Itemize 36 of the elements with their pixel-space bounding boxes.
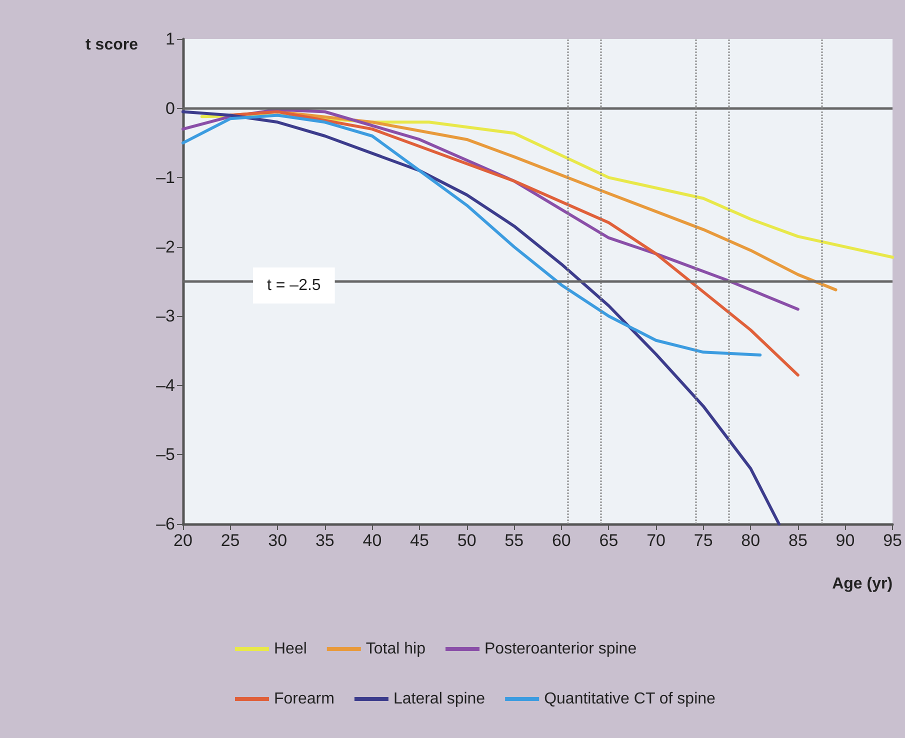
y-tick-label: –4 bbox=[156, 376, 175, 395]
x-tick-label: 40 bbox=[362, 531, 382, 550]
x-tick-label: 70 bbox=[646, 531, 666, 550]
x-tick-label: 35 bbox=[315, 531, 334, 550]
y-tick-label: –6 bbox=[156, 514, 175, 534]
legend-label: Forearm bbox=[274, 690, 334, 708]
y-tick-label: –2 bbox=[156, 237, 175, 256]
legend-label: Total hip bbox=[366, 640, 426, 658]
ref-line-label: t = –2.5 bbox=[267, 277, 321, 294]
x-tick-label: 25 bbox=[220, 531, 240, 550]
line-series bbox=[182, 110, 781, 526]
x-tick-label: 30 bbox=[268, 531, 288, 550]
x-tick-label: 45 bbox=[410, 531, 429, 550]
legend-label: Quantitative CT of spine bbox=[544, 690, 716, 708]
x-tick-label: 50 bbox=[457, 531, 476, 550]
y-tick-label: –1 bbox=[156, 168, 175, 188]
x-tick-label: 90 bbox=[836, 531, 855, 550]
y-tick-label: 1 bbox=[166, 30, 175, 48]
y-axis-title: t score bbox=[86, 36, 138, 54]
line-series bbox=[228, 110, 800, 377]
x-axis-title: Age (yr) bbox=[832, 576, 893, 592]
x-tick-label: 65 bbox=[599, 531, 618, 550]
x-tick-label: 55 bbox=[504, 531, 524, 550]
x-tick-label: 20 bbox=[174, 531, 192, 550]
y-tick-label: –5 bbox=[156, 445, 175, 464]
line-series bbox=[182, 114, 762, 356]
x-tick-label: 95 bbox=[883, 531, 902, 550]
x-tick-label: 80 bbox=[741, 531, 760, 550]
legend-label: Heel bbox=[274, 640, 307, 658]
y-tick-label: 0 bbox=[166, 98, 175, 118]
x-tick-label: 60 bbox=[552, 531, 571, 550]
legend-label: Lateral spine bbox=[393, 690, 486, 708]
x-tick-label: 75 bbox=[694, 531, 713, 550]
x-tick-label: 85 bbox=[788, 531, 808, 550]
y-tick-label: –3 bbox=[156, 306, 175, 326]
legend-label: Posteroanterior spine bbox=[484, 640, 637, 658]
